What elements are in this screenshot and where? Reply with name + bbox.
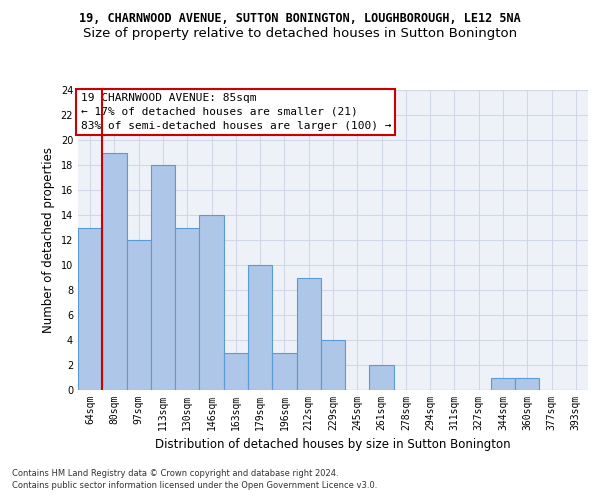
X-axis label: Distribution of detached houses by size in Sutton Bonington: Distribution of detached houses by size … (155, 438, 511, 452)
Text: Contains HM Land Registry data © Crown copyright and database right 2024.: Contains HM Land Registry data © Crown c… (12, 468, 338, 477)
Text: Size of property relative to detached houses in Sutton Bonington: Size of property relative to detached ho… (83, 28, 517, 40)
Bar (175, 228, 199, 390)
Bar (199, 215, 224, 390)
Bar (296, 278, 321, 390)
Bar (272, 352, 296, 390)
Text: 19, CHARNWOOD AVENUE, SUTTON BONINGTON, LOUGHBOROUGH, LE12 5NA: 19, CHARNWOOD AVENUE, SUTTON BONINGTON, … (79, 12, 521, 26)
Text: Contains public sector information licensed under the Open Government Licence v3: Contains public sector information licen… (12, 481, 377, 490)
Bar (224, 352, 248, 390)
Y-axis label: Number of detached properties: Number of detached properties (42, 147, 55, 333)
Bar (102, 152, 127, 390)
Text: 19 CHARNWOOD AVENUE: 85sqm
← 17% of detached houses are smaller (21)
83% of semi: 19 CHARNWOOD AVENUE: 85sqm ← 17% of deta… (80, 93, 391, 131)
Bar (370, 365, 394, 390)
Bar (515, 378, 539, 390)
Bar (491, 378, 515, 390)
Bar (151, 165, 175, 390)
Bar (78, 228, 102, 390)
Bar (248, 265, 272, 390)
Bar (127, 240, 151, 390)
Bar (321, 340, 345, 390)
